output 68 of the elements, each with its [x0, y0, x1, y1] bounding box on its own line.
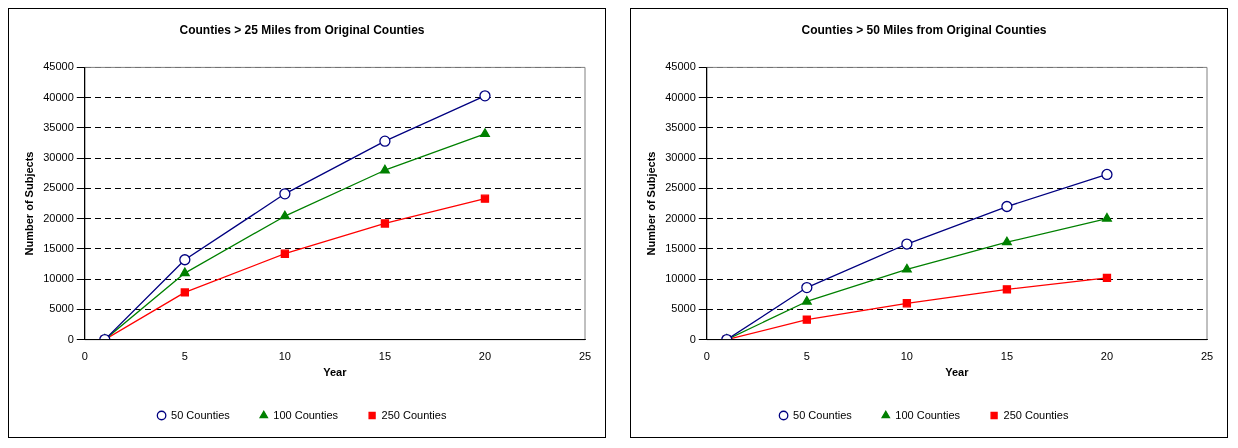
x-tick-label: 5	[803, 350, 810, 363]
y-tick-label: 25000	[43, 181, 74, 194]
point	[1102, 273, 1112, 283]
point	[801, 295, 812, 305]
point	[180, 288, 190, 297]
y-tick-label: 45000	[43, 60, 74, 73]
y-tick-label: 5000	[671, 302, 696, 315]
legend-label: 50 Counties	[793, 408, 853, 421]
x-tick-label: 15	[378, 350, 392, 363]
point	[1101, 168, 1113, 181]
legend-label: 100 Counties	[895, 408, 961, 421]
point	[280, 249, 290, 258]
y-tick-label: 20000	[43, 211, 74, 224]
point	[380, 219, 390, 228]
legend-label: 100 Counties	[273, 408, 339, 421]
y-axis-title: Number of Subjects	[644, 151, 657, 256]
x-tick-label: 5	[181, 350, 188, 363]
y-tick-label: 20000	[665, 211, 696, 224]
legend-label: 250 Counties	[1003, 408, 1069, 421]
x-axis-title: Year	[323, 366, 348, 379]
point	[279, 188, 291, 200]
x-tick-label: 20	[478, 350, 492, 363]
y-axis-title: Number of Subjects	[22, 151, 35, 256]
point	[379, 164, 390, 174]
y-tick-label: 0	[67, 332, 74, 345]
y-tick-label: 30000	[43, 151, 74, 164]
point	[1001, 200, 1013, 213]
y-tick-label: 5000	[49, 302, 74, 315]
y-tick-label: 35000	[665, 120, 696, 133]
x-tick-label: 15	[1000, 350, 1014, 363]
point	[179, 267, 190, 277]
y-tick-label: 40000	[665, 90, 696, 103]
point	[479, 90, 491, 102]
y-tick-label: 15000	[43, 241, 74, 254]
chart-title: Counties > 50 Miles from Original Counties	[801, 22, 1047, 37]
x-axis-title: Year	[945, 366, 970, 379]
point	[802, 315, 812, 324]
y-tick-label: 0	[689, 332, 696, 345]
y-tick-label: 45000	[665, 60, 696, 73]
x-tick-label: 10	[900, 350, 913, 363]
x-tick-label: 0	[703, 350, 710, 363]
point	[902, 299, 912, 308]
legend-label: 50 Counties	[171, 408, 231, 421]
y-tick-label: 35000	[43, 120, 74, 133]
y-tick-label: 25000	[665, 181, 696, 194]
y-tick-label: 40000	[43, 90, 74, 103]
point	[1002, 285, 1012, 294]
y-tick-label: 10000	[43, 272, 74, 285]
point	[901, 263, 912, 273]
point	[379, 135, 391, 147]
x-tick-label: 0	[81, 350, 88, 363]
legend-label: 250 Counties	[381, 408, 447, 421]
y-tick-label: 15000	[665, 241, 696, 254]
point	[179, 254, 191, 266]
x-tick-label: 20	[1100, 350, 1114, 363]
chart-title: Counties > 25 Miles from Original Counties	[179, 22, 425, 37]
point	[479, 128, 490, 138]
point	[901, 238, 913, 250]
point	[1001, 236, 1012, 246]
point	[480, 194, 490, 203]
point	[279, 210, 290, 220]
point	[1101, 212, 1112, 222]
point	[801, 281, 813, 294]
x-tick-label: 25	[578, 350, 592, 363]
x-tick-label: 10	[278, 350, 291, 363]
y-tick-label: 10000	[665, 272, 696, 285]
x-tick-label: 25	[1200, 350, 1214, 363]
y-tick-label: 30000	[665, 151, 696, 164]
